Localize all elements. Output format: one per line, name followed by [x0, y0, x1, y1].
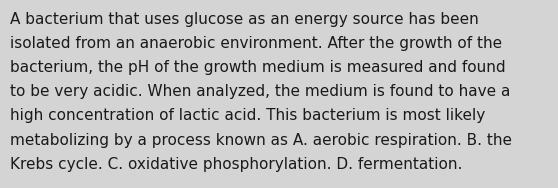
- Text: bacterium, the pH of the growth medium is measured and found: bacterium, the pH of the growth medium i…: [10, 60, 506, 75]
- Text: metabolizing by a process known as A. aerobic respiration. B. the: metabolizing by a process known as A. ae…: [10, 133, 512, 148]
- Text: Krebs cycle. C. oxidative phosphorylation. D. fermentation.: Krebs cycle. C. oxidative phosphorylatio…: [10, 157, 463, 172]
- Text: A bacterium that uses glucose as an energy source has been: A bacterium that uses glucose as an ener…: [10, 12, 479, 27]
- Text: isolated from an anaerobic environment. After the growth of the: isolated from an anaerobic environment. …: [10, 36, 502, 51]
- Text: high concentration of lactic acid. This bacterium is most likely: high concentration of lactic acid. This …: [10, 108, 485, 124]
- Text: to be very acidic. When analyzed, the medium is found to have a: to be very acidic. When analyzed, the me…: [10, 84, 511, 99]
